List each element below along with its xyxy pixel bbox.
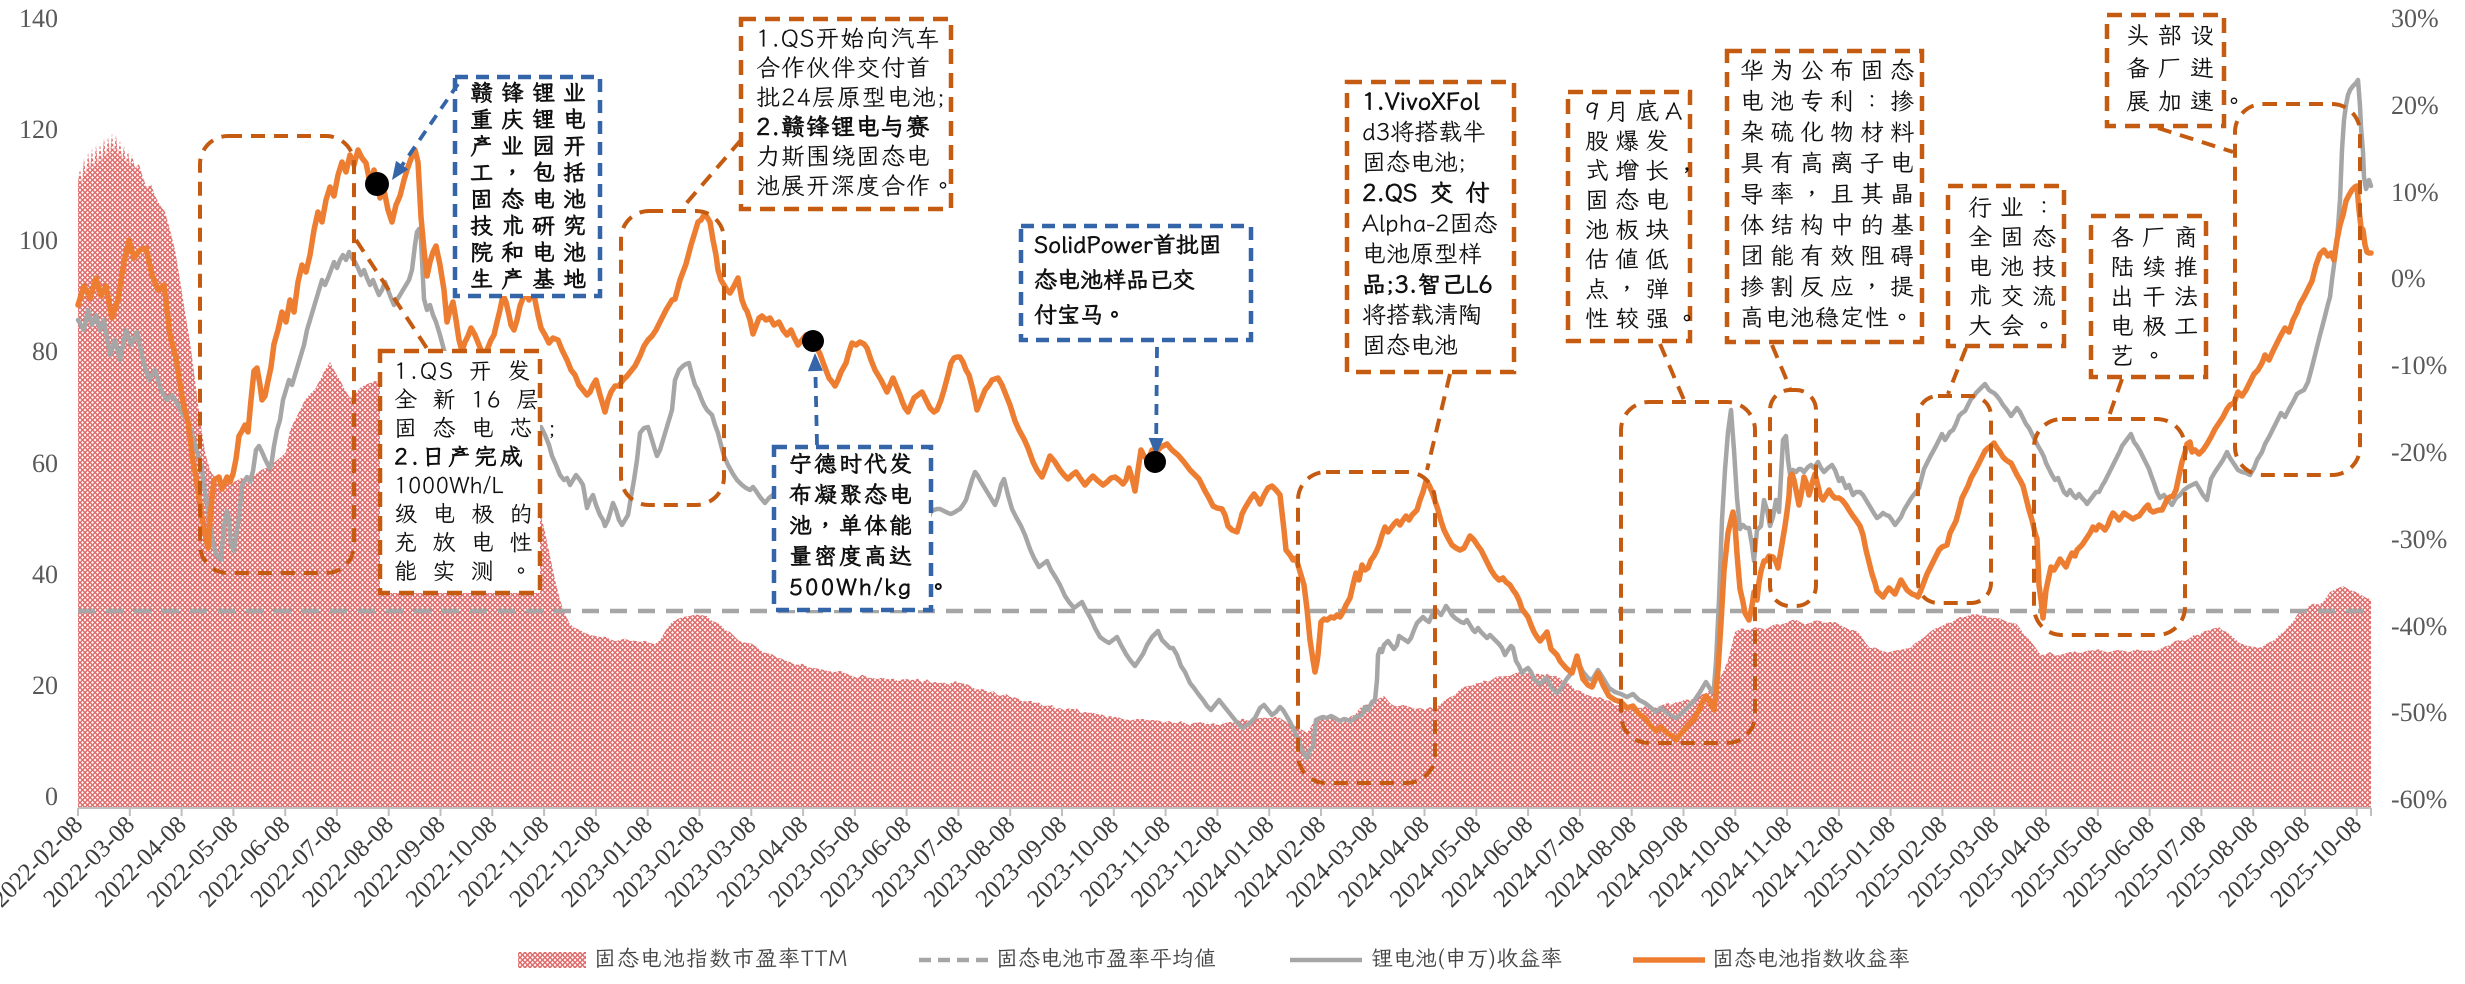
svg-text:0%: 0%	[2391, 264, 2426, 293]
svg-text:-10%: -10%	[2391, 351, 2447, 380]
svg-text:40: 40	[32, 560, 58, 589]
svg-text:-50%: -50%	[2391, 698, 2447, 727]
svg-text:10%: 10%	[2391, 178, 2439, 207]
svg-text:-40%: -40%	[2391, 612, 2447, 641]
svg-text:-60%: -60%	[2391, 785, 2447, 814]
svg-text:60: 60	[32, 449, 58, 478]
svg-text:0: 0	[45, 782, 58, 811]
svg-text:140: 140	[19, 4, 58, 33]
svg-text:20%: 20%	[2391, 91, 2439, 120]
svg-text:100: 100	[19, 226, 58, 255]
svg-text:80: 80	[32, 337, 58, 366]
svg-text:-20%: -20%	[2391, 438, 2447, 467]
svg-text:120: 120	[19, 115, 58, 144]
svg-text:-30%: -30%	[2391, 525, 2447, 554]
svg-text:30%: 30%	[2391, 4, 2439, 33]
svg-text:20: 20	[32, 671, 58, 700]
